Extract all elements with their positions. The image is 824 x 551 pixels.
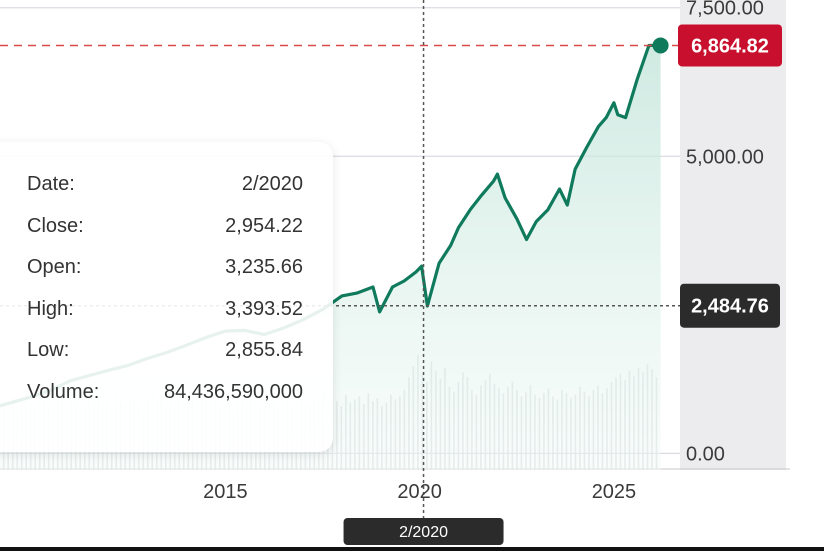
tooltip-row-date: Date: 2/2020 [27,164,303,206]
tooltip-label: Low: [27,339,70,362]
y-tick-label: 7,500.00 [686,0,764,20]
y-tick-label: 5,000.00 [686,146,764,168]
last-value-badge: 6,864.82 [678,24,782,67]
last-value-label: 6,864.82 [691,35,769,57]
last-value-badge-bg [678,24,782,67]
tooltip-label: Close: [27,214,84,237]
tooltip-value: 2,954.22 [225,214,303,237]
last-price-dot [652,37,669,54]
y-axis-ticks: 7,500.00 5,000.00 0.00 [686,0,764,465]
x-tick-label: 2025 [592,481,637,503]
tooltip-row-volume: Volume: 84,436,590,000 [27,372,303,414]
tooltip-value: 2,855.84 [225,339,303,362]
crosshair-x-badge-bg [343,518,504,545]
crosshair-x-badge: 2/2020 [343,518,504,545]
crosshair-y-badge-bg [680,283,780,328]
x-axis-ticks: 2015 2020 2025 [203,481,636,503]
tooltip-row-high: High: 3,393.52 [27,289,303,331]
tooltip-value: 3,235.66 [225,256,303,279]
x-tick-label: 2020 [397,481,442,503]
tooltip-row-open: Open: 3,235.66 [27,247,303,289]
y-tick-label: 0.00 [686,443,725,465]
tooltip-row-low: Low: 2,855.84 [27,330,303,372]
crosshair-x-label: 2/2020 [399,524,448,541]
tooltip-label: Volume: [27,380,100,403]
tooltip-label: Open: [27,256,82,279]
tooltip-label: High: [27,297,74,320]
crosshair-y-label: 2,484.76 [691,296,769,318]
tooltip-value: 3,393.52 [225,297,303,320]
x-tick-label: 2015 [203,481,248,503]
data-tooltip: Date: 2/2020 Close: 2,954.22 Open: 3,235… [0,142,333,452]
y-axis-panel [680,0,786,470]
tooltip-label: Date: [27,173,75,196]
tooltip-value: 84,436,590,000 [163,380,303,403]
window-frame-edge [0,547,824,551]
tooltip-value: 2/2020 [241,173,303,196]
crosshair-y-badge: 2,484.76 [680,283,780,328]
tooltip-row-close: Close: 2,954.22 [27,206,303,248]
